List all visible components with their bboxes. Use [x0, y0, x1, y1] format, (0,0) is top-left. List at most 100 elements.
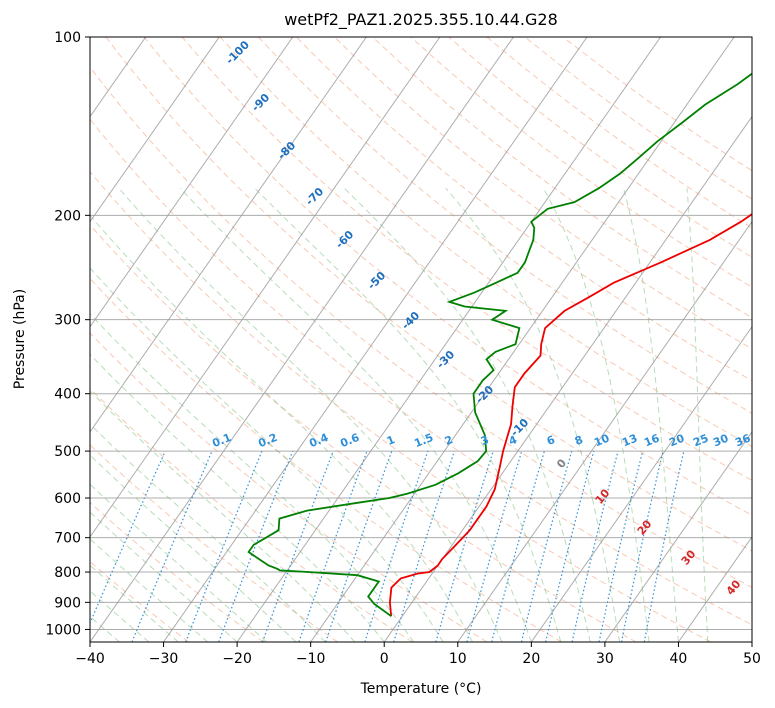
mixing-ratio-label: 20 — [667, 432, 686, 450]
mixing-ratio-label: 13 — [620, 432, 639, 450]
moist-adiabat — [90, 454, 297, 642]
dry-adiabat — [90, 277, 562, 642]
isotherm — [0, 37, 72, 642]
dry-adiabat — [90, 560, 190, 642]
mixing-ratio-line — [364, 450, 429, 642]
isotherm-label: -50 — [365, 269, 388, 292]
mixing-ratio-line — [185, 450, 263, 642]
dry-adiabat — [143, 37, 752, 516]
isobars — [90, 214, 752, 630]
y-tick-label: 400 — [54, 387, 81, 403]
mixing-ratio-label: 8 — [573, 433, 585, 448]
mixing-ratio-label: 0.6 — [338, 431, 361, 450]
mixing-ratio-line — [435, 450, 494, 642]
moist-adiabat — [90, 511, 238, 642]
dry-adiabat — [90, 444, 339, 642]
moist-adiabat — [90, 313, 415, 642]
moist-adiabat — [686, 188, 709, 642]
dewpoint-profile — [247, 72, 752, 617]
isotherm — [457, 220, 752, 642]
dry-adiabat — [90, 171, 712, 642]
dry-adiabat — [372, 37, 752, 319]
mixing-ratio-line — [393, 450, 455, 642]
moist-adiabat — [90, 267, 444, 642]
mixing-ratio-line — [598, 450, 644, 642]
moist-adiabat — [90, 423, 326, 642]
moist-adiabat-label: 10 — [593, 486, 613, 506]
x-axis: −40 −30 −20 −10 0 10 20 30 40 50 — [75, 642, 761, 667]
isotherm — [90, 37, 220, 223]
x-tick-label: −40 — [75, 651, 105, 667]
isotherm — [751, 641, 752, 642]
moist-adiabat — [90, 214, 473, 642]
y-tick-label: 800 — [54, 565, 81, 581]
moist-adiabat-label: 20 — [635, 517, 655, 537]
y-tick-label: 500 — [54, 444, 81, 460]
isotherm — [604, 430, 752, 642]
x-tick-label: −10 — [296, 651, 326, 667]
mixing-ratio-label: 36 — [733, 432, 752, 450]
mixing-ratio-line — [90, 450, 166, 625]
mixing-ratio-label: 30 — [711, 432, 730, 450]
dry-adiabats — [90, 37, 752, 642]
moist-adiabat — [90, 353, 385, 642]
moist-adiabat-label: 0 — [554, 456, 569, 470]
mixing-ratio-label: 0.2 — [256, 431, 279, 450]
plot-area: -100-90-80-70-60-50-40-30-20-100.1 0.2 0.4… — [0, 37, 752, 642]
moist-adiabat — [90, 390, 356, 642]
mixing-ratio-label: 0.1 — [210, 431, 233, 450]
mixing-ratio-label: 1 — [385, 433, 397, 448]
mixing-ratio-line — [261, 450, 334, 642]
temperature-profile — [388, 213, 752, 617]
mixing-ratio-line — [520, 450, 573, 642]
dry-adiabat — [524, 37, 752, 200]
x-tick-label: 40 — [670, 651, 688, 667]
mixing-ratio-line — [466, 450, 523, 642]
mixing-ratio-line — [325, 450, 393, 642]
dry-adiabat — [296, 37, 752, 382]
moist-adiabat-label: 40 — [724, 577, 744, 597]
moist-adiabat — [542, 187, 650, 642]
dry-adiabat — [448, 37, 752, 258]
y-axis: 100 200 300 400 500 600 700 800 900 1000 — [45, 30, 90, 638]
dry-adiabat — [90, 224, 637, 642]
moist-adiabat — [623, 188, 679, 642]
dry-adiabat — [257, 37, 752, 414]
y-tick-label: 1000 — [45, 622, 81, 638]
x-axis-label: Temperature (°C) — [360, 681, 482, 697]
x-tick-label: −20 — [222, 651, 252, 667]
y-axis-label: Pressure (hPa) — [12, 289, 28, 389]
mixing-ratio-label: 2 — [443, 433, 455, 448]
moist-adiabat-label: 30 — [679, 547, 699, 567]
dry-adiabat — [486, 37, 752, 229]
mixing-ratio-label: 25 — [691, 432, 710, 450]
isotherm-label: -60 — [333, 228, 356, 251]
mixing-ratio-line — [218, 450, 294, 642]
dry-adiabat — [334, 37, 752, 350]
moist-adiabat — [118, 187, 503, 642]
mixing-ratio-label: 10 — [592, 432, 611, 450]
moist-adiabat — [254, 187, 562, 642]
isotherm — [90, 37, 367, 433]
y-tick-label: 200 — [54, 208, 81, 224]
isotherm-label: -80 — [275, 139, 298, 162]
y-tick-label: 600 — [54, 491, 81, 507]
mixing-ratio-label: 1.5 — [412, 431, 435, 450]
mixing-ratio-label: 3 — [479, 433, 491, 448]
isotherm — [90, 37, 294, 328]
x-tick-label: 30 — [596, 651, 614, 667]
isotherm — [310, 37, 735, 642]
moist-adiabat — [445, 187, 621, 642]
mixing-ratio-lines — [90, 450, 685, 642]
moist-adiabat — [90, 538, 209, 642]
dry-adiabat — [90, 387, 413, 642]
isotherm — [236, 37, 662, 642]
chart-title: wetPf2_PAZ1.2025.355.10.44.G28 — [284, 10, 558, 30]
plot-frame — [89, 36, 753, 643]
isotherm-label: -100 — [223, 38, 252, 67]
dry-adiabat — [90, 332, 488, 642]
y-tick-label: 100 — [54, 30, 81, 46]
isotherm — [90, 37, 441, 538]
x-tick-label: 0 — [380, 651, 389, 667]
y-tick-label: 900 — [54, 595, 81, 611]
